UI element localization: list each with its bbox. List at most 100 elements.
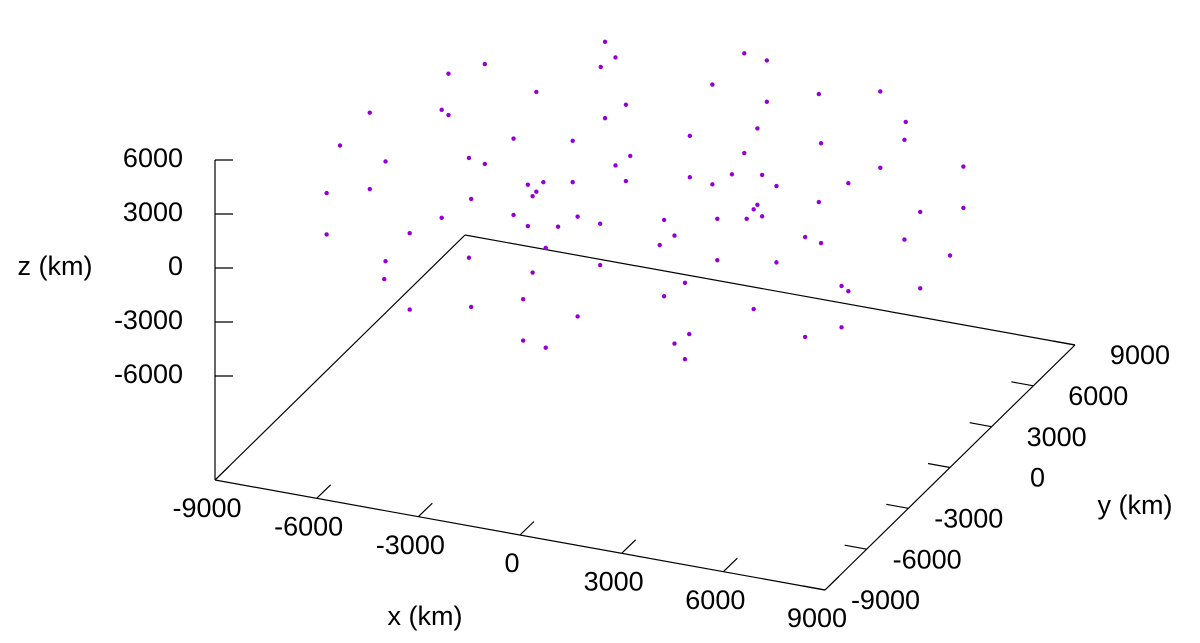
point (751, 207, 756, 212)
point (657, 242, 662, 248)
point (672, 233, 677, 238)
point (382, 276, 387, 282)
point (439, 215, 444, 221)
point (446, 112, 451, 118)
point (742, 150, 747, 156)
point (759, 214, 765, 219)
y-tick-label: 3000 (1027, 422, 1087, 452)
y-tick (886, 503, 909, 509)
point (570, 179, 575, 185)
point (846, 180, 851, 186)
point (575, 214, 580, 219)
point (324, 190, 329, 196)
y-tick (1052, 340, 1076, 346)
point (575, 314, 580, 319)
point (597, 221, 603, 226)
point (468, 196, 474, 202)
base-edge (464, 234, 1076, 346)
point (818, 240, 824, 246)
point (878, 165, 883, 170)
z-tick-label: 6000 (123, 143, 183, 173)
point (878, 89, 883, 94)
point (525, 223, 531, 229)
x-tick-label: 6000 (685, 585, 745, 615)
point (613, 55, 618, 60)
point (623, 178, 629, 184)
point (543, 245, 548, 251)
point (802, 234, 808, 240)
point (902, 137, 907, 142)
point (802, 334, 808, 340)
point (520, 297, 526, 302)
z-tick-label: 3000 (123, 197, 183, 227)
point (846, 288, 851, 294)
y-tick-label: -6000 (893, 544, 962, 574)
point (628, 153, 633, 159)
y-axis-label: y (km) (1098, 490, 1173, 520)
point (383, 159, 388, 164)
point (710, 82, 715, 87)
point (816, 199, 822, 205)
point (367, 110, 372, 115)
point (534, 189, 539, 194)
point (661, 217, 667, 223)
point (602, 39, 608, 44)
x-tick (824, 576, 840, 591)
point (947, 253, 953, 258)
z-tick-label: -6000 (114, 359, 183, 389)
point (774, 260, 779, 265)
point (774, 183, 779, 189)
x-tick-label: -9000 (172, 493, 241, 523)
x-tick (214, 466, 230, 481)
point (511, 136, 516, 141)
point (715, 216, 720, 222)
point (407, 307, 412, 312)
point (602, 115, 608, 121)
y-tick (969, 422, 992, 428)
point (439, 107, 444, 113)
point (597, 262, 603, 268)
point (530, 270, 535, 275)
point (687, 133, 693, 139)
base-edge (214, 234, 466, 481)
point (525, 182, 531, 187)
y-tick-label: -9000 (851, 585, 920, 615)
point (918, 209, 923, 215)
point (751, 306, 756, 312)
point (598, 64, 603, 70)
point (687, 175, 693, 180)
point (729, 172, 735, 177)
y-tick (844, 544, 867, 550)
x-tick (519, 521, 535, 536)
x-tick (621, 539, 637, 554)
point (541, 179, 546, 185)
point (818, 141, 824, 146)
point (482, 161, 488, 167)
point (742, 51, 747, 56)
x-tick (417, 502, 433, 518)
point (816, 91, 822, 97)
point (623, 102, 629, 107)
point (903, 119, 908, 125)
point (902, 237, 907, 242)
point (710, 182, 715, 187)
point (543, 345, 548, 350)
point (520, 338, 526, 343)
point (755, 202, 760, 208)
point (446, 71, 451, 76)
x-tick (722, 557, 738, 573)
point (961, 205, 966, 211)
point (534, 89, 539, 95)
point (764, 99, 770, 104)
point (511, 212, 516, 218)
x-tick-label: -3000 (376, 530, 445, 560)
x-tick-label: -6000 (274, 511, 343, 541)
point (755, 126, 760, 131)
point (367, 186, 372, 192)
point (407, 231, 412, 236)
point (383, 259, 388, 264)
point (466, 255, 472, 260)
x-tick-label: 9000 (787, 603, 847, 633)
point (337, 143, 343, 148)
